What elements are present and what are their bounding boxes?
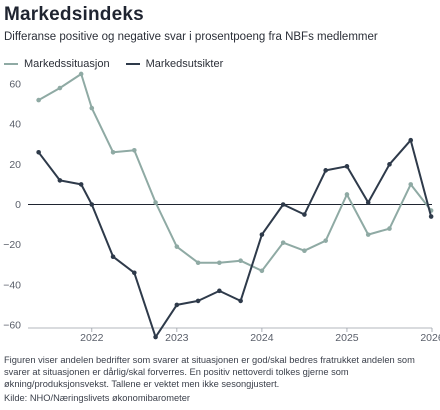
data-point-markedssituasjon [280, 240, 286, 245]
legend-swatch-markedssituasjon [4, 63, 18, 65]
data-point-markedssituasjon [323, 238, 328, 243]
x-tick-label: 2026 [420, 332, 440, 344]
legend-item-markedsutsikter: Markedsutsikter [125, 58, 224, 70]
data-point-markedssituasjon [110, 149, 116, 155]
series-line-markedsutsikter [37, 139, 433, 339]
line-chart: 60 40 20 0 −20 −40 −60 2022 2023 2024 2025 2026 [3, 71, 440, 344]
data-point-markedssituasjon [89, 105, 95, 111]
y-tick-label: 20 [9, 159, 21, 171]
data-point-markedsutsikter [428, 214, 434, 219]
x-tick-label: 2025 [335, 332, 359, 344]
data-point-markedsutsikter [78, 182, 84, 187]
x-tick-label: 2023 [165, 332, 189, 344]
data-point-markedssituasjon [217, 260, 222, 266]
data-point-markedssituasjon [408, 182, 414, 187]
data-point-markedsutsikter [365, 200, 371, 205]
y-tick-label: −40 [3, 279, 21, 291]
x-tick-label: 2022 [80, 332, 104, 344]
data-point-markedsutsikter [110, 254, 116, 260]
data-point-markedssituasjon [153, 200, 158, 205]
chart-source: Kilde: NHO/Næringslivets økonomibaromete… [4, 393, 190, 403]
data-point-markedsutsikter [387, 162, 392, 167]
data-point-markedsutsikter [57, 178, 63, 183]
y-tick-label: 0 [15, 199, 21, 211]
data-point-markedsutsikter [89, 202, 95, 207]
data-point-markedsutsikter [132, 270, 137, 276]
y-tick-label: 40 [9, 119, 21, 131]
data-point-markedsutsikter [280, 202, 286, 207]
y-tick-label: 60 [9, 79, 21, 91]
data-point-markedssituasjon [36, 97, 41, 103]
data-point-markedssituasjon [195, 260, 201, 266]
data-point-markedsutsikter [238, 298, 243, 304]
data-point-markedssituasjon [132, 147, 137, 153]
data-point-markedsutsikter [302, 212, 307, 217]
series-line-markedssituasjon [38, 73, 432, 272]
y-tick-label: −60 [3, 320, 21, 332]
data-point-markedsutsikter [259, 232, 265, 237]
data-point-markedsutsikter [344, 164, 350, 169]
data-point-markedsutsikter [174, 302, 180, 308]
data-point-markedssituasjon [259, 268, 265, 274]
data-point-markedsutsikter [217, 288, 222, 294]
legend: Markedssituasjon Markedsutsikter [4, 58, 223, 70]
data-point-markedsutsikter [153, 334, 158, 340]
chart-title: Markedsindeks [4, 4, 144, 25]
y-tick-label: −20 [3, 239, 21, 251]
legend-label-markedsutsikter: Markedsutsikter [145, 58, 224, 70]
x-tick-label: 2024 [250, 332, 274, 344]
data-point-markedsutsikter [36, 149, 41, 155]
legend-swatch-markedsutsikter [125, 63, 140, 65]
data-point-markedsutsikter [323, 168, 328, 173]
data-point-markedssituasjon [387, 226, 392, 231]
chart-note: Figuren viser andelen bedrifter som svar… [4, 355, 415, 389]
data-point-markedssituasjon [174, 244, 180, 249]
data-point-markedsutsikter [195, 298, 201, 304]
data-point-markedssituasjon [57, 85, 63, 91]
legend-label-markedssituasjon: Markedssituasjon [24, 58, 110, 70]
chart-subtitle: Differanse positive og negative svar i p… [4, 31, 378, 43]
data-point-markedssituasjon [238, 258, 243, 264]
data-point-markedssituasjon [78, 71, 84, 77]
data-point-markedsutsikter [408, 137, 414, 143]
data-point-markedssituasjon [344, 192, 350, 197]
data-point-markedssituasjon [302, 248, 307, 253]
legend-item-markedssituasjon: Markedssituasjon [4, 58, 110, 70]
data-point-markedssituasjon [365, 232, 371, 237]
